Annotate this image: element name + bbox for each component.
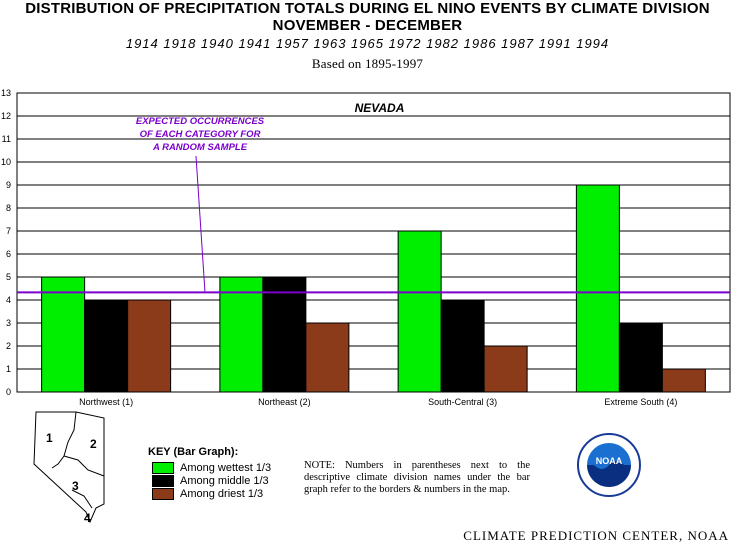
key-swatch-wettest: [152, 462, 174, 474]
bar: [84, 299, 129, 393]
bar: [127, 299, 172, 393]
bar: [41, 276, 86, 393]
x-tick-label: Northwest (1): [79, 397, 133, 407]
y-tick-label: 11: [2, 134, 11, 144]
annotation-label: A RANDOM SAMPLE: [152, 142, 248, 153]
bar: [305, 322, 350, 393]
chart-basis: Based on 1895-1997: [311, 56, 424, 71]
nevada-division-map: 1 2 3 4: [33, 411, 105, 525]
y-tick-label: 8: [6, 203, 11, 213]
map-division-2: 2: [90, 437, 97, 451]
bar: [575, 184, 620, 393]
noaa-logo-text: NOAA: [596, 456, 623, 466]
x-tick-label: South-Central (3): [428, 397, 497, 407]
map-division-4: 4: [84, 511, 91, 525]
bar: [483, 345, 528, 393]
y-tick-label: 4: [6, 295, 11, 305]
bar: [219, 276, 264, 393]
y-tick-label: 1: [6, 364, 11, 374]
bar: [262, 276, 307, 393]
bar: [397, 230, 442, 393]
y-tick-label: 5: [6, 272, 11, 282]
key-item-middle: Among middle 1/3: [152, 475, 269, 487]
plot-frame: [16, 92, 731, 393]
key-label-driest: Among driest 1/3: [180, 488, 264, 500]
map-division-1: 1: [46, 431, 53, 445]
y-tick-label: 3: [6, 318, 11, 328]
annotation-label: OF EACH CATEGORY FOR: [140, 129, 261, 140]
y-tick-label: 9: [6, 180, 11, 190]
key-swatch-driest: [152, 488, 174, 500]
y-tick-label: 10: [1, 157, 11, 167]
chart-title: DISTRIBUTION OF PRECIPITATION TOTALS DUR…: [25, 0, 710, 17]
chart-years: 1914 1918 1940 1941 1957 1963 1965 1972 …: [125, 36, 610, 51]
y-tick-label: 0: [6, 387, 11, 397]
key-item-driest: Among driest 1/3: [152, 488, 263, 500]
noaa-logo-icon: NOAA: [577, 433, 641, 497]
map-note: NOTE: Numbers in parentheses next to the…: [304, 460, 530, 495]
key-item-wettest: Among wettest 1/3: [152, 462, 271, 474]
y-tick-label: 2: [6, 341, 11, 351]
bar: [618, 322, 663, 393]
annotation-pointer: [195, 155, 206, 293]
key-title: KEY (Bar Graph):: [148, 446, 239, 458]
x-tick-label: Northeast (2): [258, 397, 311, 407]
y-tick-label: 12: [1, 111, 11, 121]
bar: [661, 368, 706, 393]
credit-line: CLIMATE PREDICTION CENTER, NOAA: [463, 528, 729, 543]
key-label-middle: Among middle 1/3: [180, 475, 269, 487]
chart-season: NOVEMBER - DECEMBER: [272, 17, 463, 34]
annotation-label: EXPECTED OCCURRENCES: [136, 116, 265, 127]
key-swatch-middle: [152, 475, 174, 487]
key-label-wettest: Among wettest 1/3: [180, 462, 272, 474]
x-tick-label: Extreme South (4): [604, 397, 677, 407]
plot-title: NEVADA: [355, 101, 405, 115]
bar: [440, 299, 485, 393]
y-tick-label: 7: [6, 226, 11, 236]
y-tick-label: 13: [1, 88, 11, 98]
map-division-3: 3: [72, 479, 79, 493]
y-tick-label: 6: [6, 249, 11, 259]
